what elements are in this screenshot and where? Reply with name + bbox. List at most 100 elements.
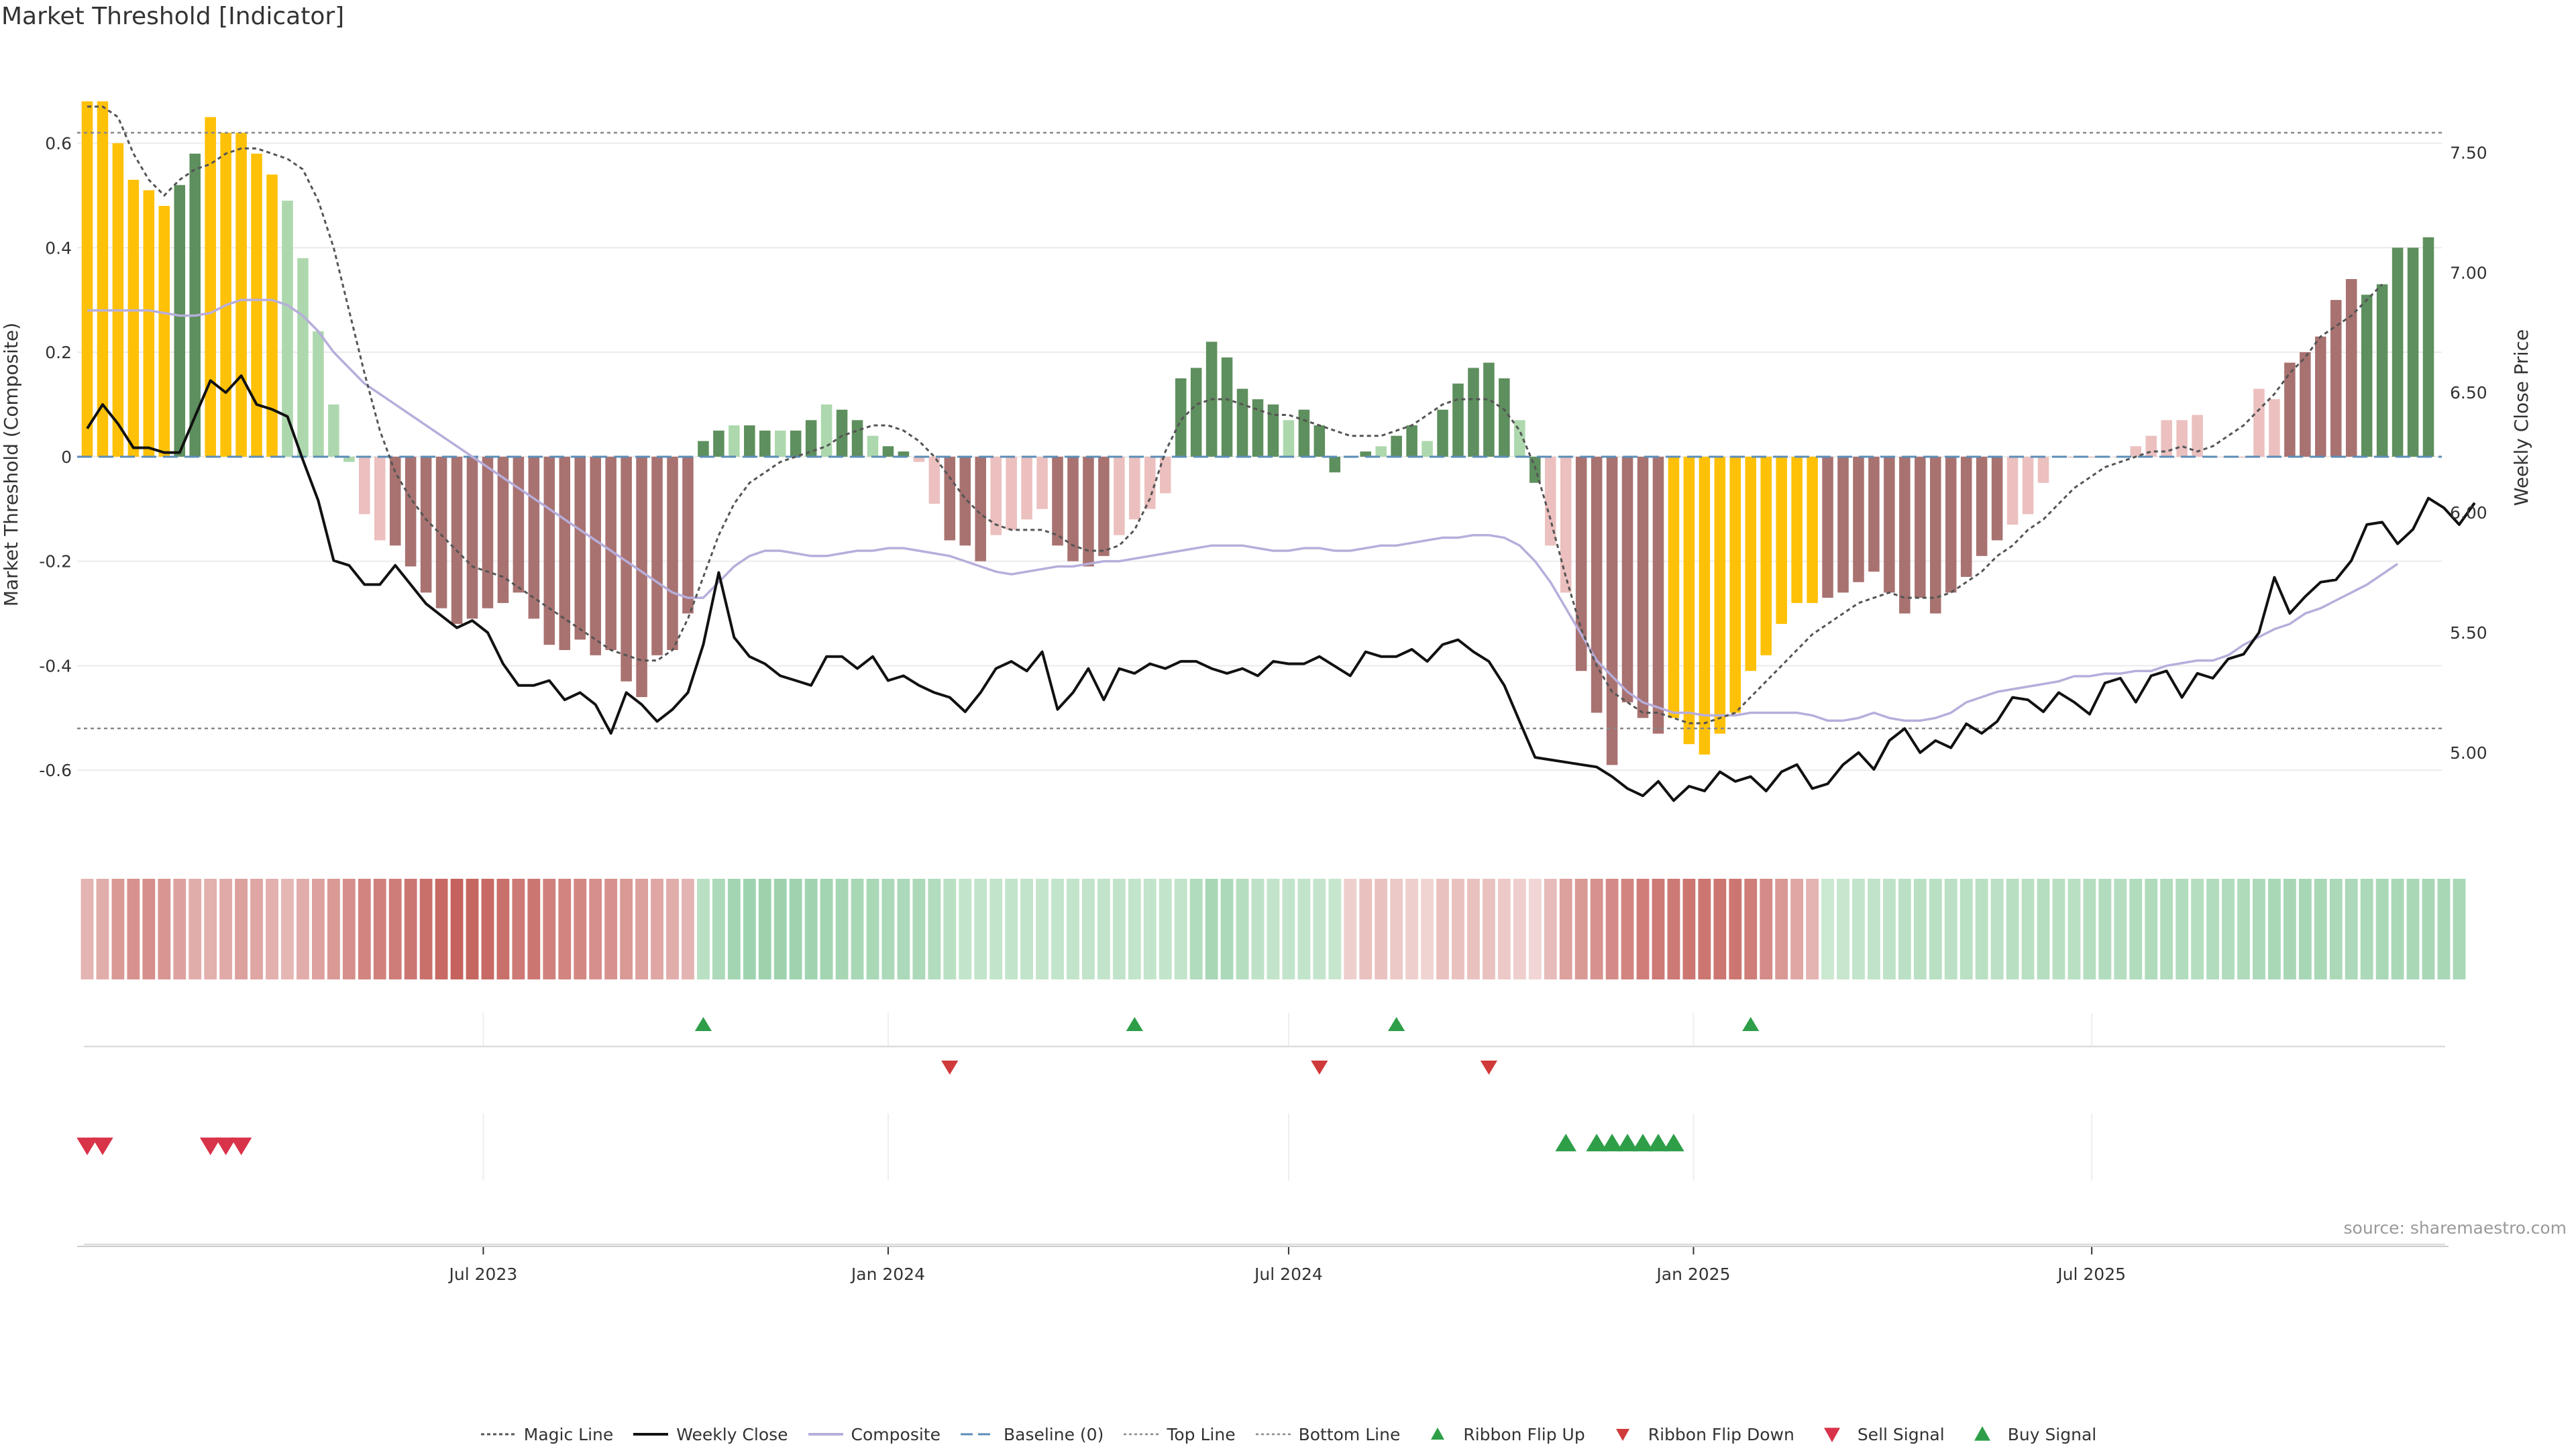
- ribbon-cell: [697, 879, 710, 979]
- composite-bar: [2330, 300, 2342, 457]
- close-legend-swatch: [633, 1433, 669, 1436]
- composite-bar: [1652, 456, 1664, 734]
- ribbon-cell: [881, 879, 895, 979]
- composite-bar: [1221, 357, 1233, 457]
- composite-bar: [1298, 409, 1310, 457]
- composite-bar: [1437, 409, 1448, 457]
- y2-axis-label: Weekly Close Price: [2510, 329, 2532, 506]
- legend-item-magic: Magic Line: [480, 1425, 613, 1444]
- ribbon-cell: [1590, 879, 1603, 979]
- composite-bar: [1791, 456, 1803, 603]
- composite-bar: [174, 184, 186, 457]
- x-tick-label: Jul 2024: [1253, 1265, 1323, 1284]
- legend-label: Bottom Line: [1298, 1424, 1401, 1444]
- composite-bar: [2300, 352, 2311, 457]
- ribbon-cell: [1882, 879, 1896, 979]
- ribbon-cell: [1913, 879, 1927, 979]
- y2-tick-label: 6.50: [2450, 383, 2487, 402]
- ribbon-cell: [743, 879, 756, 979]
- ribbon-cell: [2176, 879, 2189, 979]
- ribbon-cell: [358, 879, 371, 979]
- ribbon-cell: [2068, 879, 2081, 979]
- ribbon-flip-down-marker: [1480, 1061, 1498, 1075]
- composite-bar: [1560, 456, 1572, 593]
- ribbon-cell: [1621, 879, 1634, 979]
- ribbon-cell: [589, 879, 602, 979]
- ribbon-cell: [80, 879, 94, 979]
- ribbon-cell: [2129, 879, 2143, 979]
- bottom-legend-swatch: [1255, 1433, 1291, 1436]
- composite-bar: [621, 456, 632, 682]
- ribbon-cell: [419, 879, 433, 979]
- composite-bar: [1915, 456, 1926, 598]
- y-tick-label: -0.4: [39, 656, 72, 676]
- ribbon-cell: [1775, 879, 1788, 979]
- composite-bar: [1483, 362, 1495, 457]
- sell-signal-marker: [199, 1137, 221, 1155]
- ribbon-cell: [558, 879, 572, 979]
- composite-bar: [420, 456, 432, 593]
- y2-tick-label: 6.00: [2450, 503, 2487, 523]
- composite-bar: [343, 456, 355, 462]
- ribbon-flip-up-marker: [694, 1017, 712, 1031]
- ribbon-cell: [1174, 879, 1187, 979]
- composite-line: [87, 299, 2399, 722]
- composite-bar: [651, 456, 663, 655]
- composite-bar: [112, 143, 124, 457]
- ribbon-flip-up-marker: [1126, 1017, 1143, 1031]
- composite-bar: [220, 132, 231, 457]
- ribbon-cell: [1574, 879, 1588, 979]
- ribbon-cell: [2360, 879, 2373, 979]
- composite-bar: [2361, 294, 2373, 457]
- composite-bar: [2315, 336, 2326, 457]
- composite-bar: [1637, 456, 1649, 718]
- composite-bar: [297, 258, 309, 457]
- lines-layer: [77, 105, 2476, 802]
- legend-label: Buy Signal: [2007, 1424, 2097, 1444]
- ribbon-cell: [2375, 879, 2389, 979]
- ribbon-cell: [1082, 879, 1095, 979]
- composite-bar: [1499, 378, 1510, 457]
- legend-item-close: Weekly Close: [632, 1425, 788, 1444]
- composite-bar: [898, 451, 910, 457]
- ribbon-cell: [1497, 879, 1511, 979]
- magic-legend-swatch: [480, 1433, 516, 1436]
- ribbon-cell: [111, 879, 125, 979]
- composite-bar: [1175, 378, 1187, 457]
- composite-bar: [990, 456, 1002, 535]
- ribbon-cell: [1375, 879, 1388, 979]
- ribbon-cell: [543, 879, 556, 979]
- composite-bar: [543, 456, 555, 645]
- composite-bar: [1606, 456, 1618, 765]
- composite-bar: [1098, 456, 1110, 556]
- x-tick-label: Jan 2024: [850, 1265, 925, 1284]
- y2-tick-label: 7.00: [2450, 263, 2487, 282]
- legend-item-ribbon_up: Ribbon Flip Up: [1419, 1425, 1585, 1444]
- x-axis: Jul 2023 Jan 2024 Jul 2024 Jan 2025 Jul 2025: [77, 1246, 2449, 1284]
- ribbon-cell: [2329, 879, 2343, 979]
- ribbon-cell: [1220, 879, 1234, 979]
- y2-tick-label: 5.00: [2450, 743, 2487, 763]
- legend-item-ribbon_down: Ribbon Flip Down: [1604, 1425, 1794, 1444]
- ribbon-cell: [496, 879, 510, 979]
- ribbon-cell: [866, 879, 879, 979]
- ribbon-cell: [2267, 879, 2281, 979]
- legend-item-top: Top Line: [1122, 1425, 1236, 1444]
- ribbon-cell: [388, 879, 402, 979]
- ribbon-cell: [266, 879, 278, 979]
- ribbon-cell: [1405, 879, 1419, 979]
- composite-bar: [559, 456, 571, 651]
- y2-tick-label: 7.50: [2450, 143, 2487, 162]
- composite-bar: [1929, 456, 1941, 614]
- composite-bar: [1945, 456, 1957, 593]
- composite-bar: [1760, 456, 1772, 655]
- composite-bar: [729, 425, 740, 457]
- ribbon-cell: [1513, 879, 1526, 979]
- composite-bar: [1807, 456, 1818, 603]
- chart-title: Market Threshold [Indicator]: [1, 3, 345, 30]
- y-axis-label: Market Threshold (Composite): [0, 323, 22, 606]
- composite-bar: [282, 201, 293, 457]
- composite-bar: [81, 101, 93, 457]
- ribbon-cell: [1344, 879, 1357, 979]
- ribbon-cell: [158, 879, 171, 979]
